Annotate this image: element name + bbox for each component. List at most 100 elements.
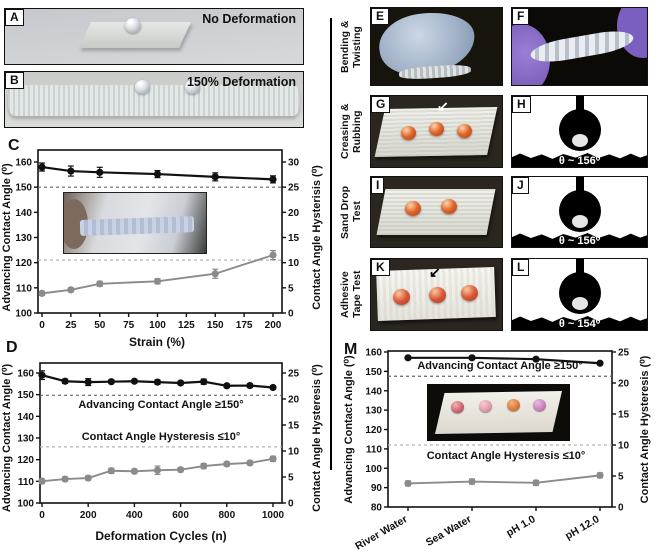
contact-angle-droplet [558, 272, 601, 314]
svg-text:75: 75 [123, 320, 135, 331]
svg-text:120: 120 [365, 425, 382, 436]
dyed-droplet [429, 122, 444, 136]
svg-text:130: 130 [365, 406, 382, 417]
svg-text:25: 25 [618, 348, 630, 359]
stretched-fabric-strip [8, 85, 300, 116]
svg-text:160: 160 [17, 369, 34, 380]
liquids-chart: 80 90 100 110 120 130 140 150 160 0 5 10 15 20 25 River… [343, 348, 651, 552]
svg-text:160: 160 [15, 158, 32, 169]
svg-text:110: 110 [18, 477, 35, 488]
svg-text:Advancing Contact Angle (⁰): Advancing Contact Angle (⁰) [1, 364, 13, 513]
svg-text:400: 400 [126, 510, 143, 521]
svg-text:Deformation Cycles (n): Deformation Cycles (n) [95, 529, 226, 543]
sea-water-droplet [479, 400, 492, 412]
svg-text:Contact Angle Hysteresis ≤10°: Contact Angle Hysteresis ≤10° [427, 450, 586, 462]
svg-text:Sea Water: Sea Water [424, 513, 474, 549]
svg-text:5: 5 [288, 473, 294, 484]
svg-text:5: 5 [288, 283, 294, 294]
water-droplet [125, 18, 141, 33]
svg-text:150: 150 [17, 390, 34, 401]
svg-text:150: 150 [207, 320, 224, 331]
dyed-droplet [441, 199, 457, 214]
surface-line [512, 232, 647, 247]
row-label-creasing-rubbing: Creasing & Rubbing [338, 103, 363, 160]
column-divider [330, 18, 332, 470]
ph12-droplet [533, 399, 546, 411]
svg-text:80: 80 [371, 503, 383, 514]
arrow-icon: ↙ [437, 98, 449, 114]
photo-panel-h: H θ ~ 156⁰ [511, 95, 648, 168]
svg-text:110: 110 [366, 444, 383, 455]
svg-text:100: 100 [17, 499, 34, 510]
svg-text:10: 10 [288, 447, 300, 458]
svg-text:0: 0 [39, 510, 45, 521]
panel-letter-l: L [512, 259, 530, 276]
svg-text:Contact Angle Hysteresis (⁰): Contact Angle Hysteresis (⁰) [639, 355, 651, 503]
svg-text:150: 150 [365, 367, 382, 378]
svg-text:0: 0 [288, 499, 294, 510]
svg-text:140: 140 [17, 412, 34, 423]
arrow-icon: ↙ [429, 264, 441, 280]
photo-panel-f: F [511, 7, 648, 86]
svg-text:15: 15 [288, 233, 300, 244]
svg-text:1000: 1000 [262, 510, 285, 521]
svg-text:120: 120 [15, 258, 32, 269]
dyed-droplet [405, 201, 421, 216]
svg-text:100: 100 [15, 309, 32, 320]
svg-text:200: 200 [80, 510, 97, 521]
svg-text:130: 130 [15, 233, 32, 244]
svg-text:130: 130 [17, 434, 34, 445]
liquids-inset-photo [427, 384, 570, 441]
svg-text:50: 50 [94, 320, 106, 331]
svg-text:0: 0 [39, 320, 45, 331]
svg-text:Advancing Contact Angle ≥150°: Advancing Contact Angle ≥150° [417, 360, 582, 372]
dyed-droplet [429, 287, 446, 303]
svg-text:140: 140 [365, 386, 382, 397]
svg-text:Strain (%): Strain (%) [129, 335, 185, 349]
contact-angle-value: θ ~ 154⁰ [558, 318, 601, 330]
water-droplet [185, 80, 200, 94]
svg-text:200: 200 [265, 320, 282, 331]
droplet-reflection [571, 215, 588, 228]
svg-text:25: 25 [288, 183, 300, 194]
panel-letter-k: K [371, 259, 390, 276]
svg-text:150: 150 [15, 183, 32, 194]
svg-text:20: 20 [618, 379, 630, 390]
goniometer-needle [575, 177, 584, 202]
svg-text:20: 20 [288, 395, 300, 406]
panel-letter-j: J [512, 177, 529, 194]
svg-text:10: 10 [288, 258, 300, 269]
panel-letter-i: I [371, 177, 385, 194]
svg-text:15: 15 [288, 421, 300, 432]
panel-letter-e: E [371, 8, 390, 25]
svg-text:25: 25 [288, 369, 300, 380]
panel-letter-b: B [5, 72, 24, 89]
panel-letter-g: G [371, 96, 391, 113]
dyed-droplet [461, 285, 478, 301]
svg-text:140: 140 [15, 208, 32, 219]
svg-text:Contact Angle Hysteresis (⁰): Contact Angle Hysteresis (⁰) [311, 364, 323, 512]
svg-text:600: 600 [172, 510, 189, 521]
svg-text:100: 100 [365, 464, 382, 475]
svg-text:160: 160 [365, 348, 382, 359]
svg-text:90: 90 [371, 483, 383, 494]
photo-panel-b: B 150% Deformation [4, 71, 304, 128]
dyed-droplet [393, 289, 410, 305]
svg-text:River Water: River Water [353, 513, 409, 552]
fabric-swatch [376, 189, 496, 235]
svg-text:100: 100 [149, 320, 166, 331]
photo-panel-g: G ↙ [370, 95, 503, 168]
svg-text:125: 125 [178, 320, 195, 331]
panel-letter-f: F [512, 8, 530, 25]
panel-letter-h: H [512, 96, 531, 113]
twisted-fabric [528, 27, 636, 66]
dyed-droplet [401, 126, 416, 140]
droplet-reflection [571, 134, 588, 147]
contact-angle-droplet [558, 190, 601, 232]
photo-panel-i: I [370, 176, 503, 248]
svg-text:0: 0 [288, 309, 294, 320]
row-label-adhesive-tape: Adhesive Tape Test [338, 270, 363, 319]
photo-panel-l: L θ ~ 154⁰ [511, 258, 648, 331]
photo-panel-j: J θ ~ 156⁰ [511, 176, 648, 248]
